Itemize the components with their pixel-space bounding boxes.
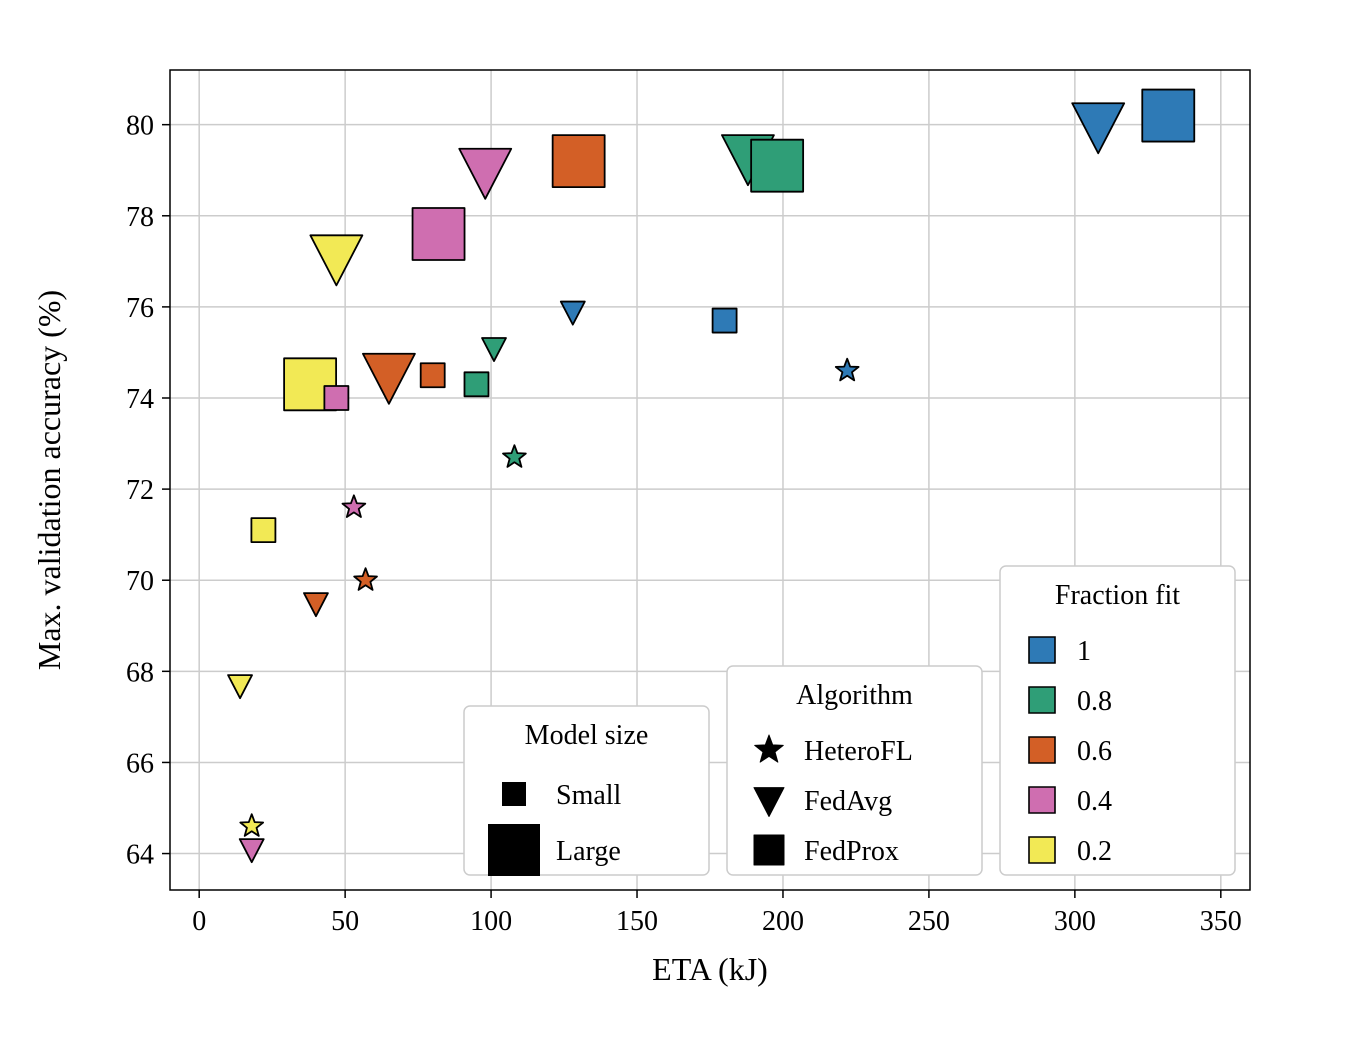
x-tick-label: 250 [908, 906, 950, 937]
x-tick-label: 300 [1054, 906, 1096, 937]
y-tick-label: 72 [126, 475, 154, 506]
legend-size-title: Model size [525, 720, 649, 751]
legend-fraction-label: 0.6 [1077, 736, 1112, 767]
y-tick-label: 80 [126, 111, 154, 142]
data-point [421, 363, 445, 387]
legend-algorithm-label: FedProx [804, 836, 899, 867]
legend-fraction-label: 1 [1077, 636, 1091, 667]
y-tick-label: 70 [126, 566, 154, 597]
data-point [1142, 90, 1194, 142]
legend-fraction-title: Fraction fit [1055, 580, 1180, 611]
data-point [324, 386, 348, 410]
data-point [713, 309, 737, 333]
x-tick-label: 350 [1200, 906, 1242, 937]
data-point [413, 208, 465, 260]
legend-algorithm-label: FedAvg [804, 786, 892, 817]
y-axis-label: Max. validation accuracy (%) [31, 290, 67, 670]
data-point [751, 140, 803, 192]
x-axis-label: ETA (kJ) [652, 951, 768, 987]
legend-fraction-label: 0.8 [1077, 686, 1112, 717]
legend-algorithm: Algorithm HeteroFL FedAvg FedProx [727, 666, 982, 875]
y-tick-label: 78 [126, 202, 154, 233]
legend-model-size: Model size Small Large [464, 706, 709, 876]
x-tick-label: 150 [616, 906, 658, 937]
legend-fraction-label: 0.2 [1077, 836, 1112, 867]
y-tick-label: 64 [126, 840, 154, 871]
data-point [553, 135, 605, 187]
scatter-chart: 0 50 100 150 200 250 300 350 64 66 68 70 72 74 76 78 80 E… [0, 0, 1350, 1050]
data-point [251, 518, 275, 542]
x-tick-label: 0 [192, 906, 206, 937]
y-tick-label: 68 [126, 657, 154, 688]
y-tick-label: 76 [126, 293, 154, 324]
legend-fraction: Fraction fit 1 0.8 0.6 0.4 0.2 [1000, 566, 1235, 875]
legend-size-label: Small [556, 780, 622, 811]
legend-algorithm-label: HeteroFL [804, 736, 913, 767]
legend-fraction-label: 0.4 [1077, 786, 1112, 817]
y-tick-label: 66 [126, 748, 154, 779]
x-tick-label: 50 [331, 906, 359, 937]
y-tick-label: 74 [126, 384, 154, 415]
x-tick-label: 100 [470, 906, 512, 937]
data-point [464, 372, 488, 396]
legend-algorithm-title: Algorithm [796, 680, 913, 711]
legend-size-label: Large [556, 836, 621, 867]
x-tick-label: 200 [762, 906, 804, 937]
